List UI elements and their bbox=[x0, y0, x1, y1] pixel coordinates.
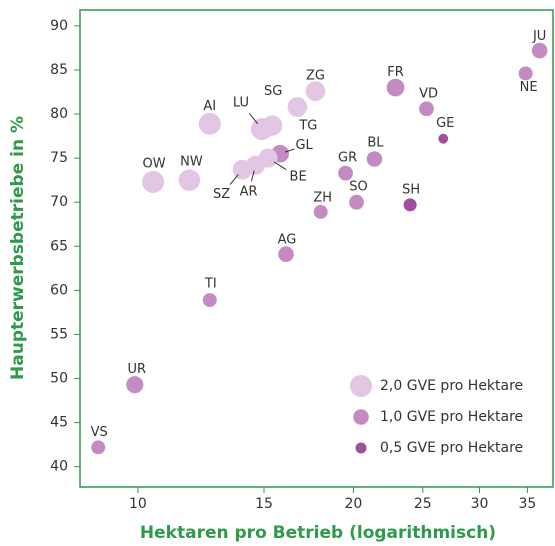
point-label: GE bbox=[436, 116, 454, 131]
bubble bbox=[313, 204, 328, 219]
x-axis-title: Hektaren pro Betrieb (logarithmisch) bbox=[140, 523, 496, 543]
bubble bbox=[386, 78, 405, 97]
point-label: AR bbox=[240, 185, 258, 200]
bubble bbox=[198, 112, 221, 135]
point-label: SG bbox=[264, 84, 282, 99]
bubble bbox=[287, 97, 308, 117]
point-label: SO bbox=[349, 180, 367, 195]
leader-line bbox=[229, 174, 239, 185]
point-label: SZ bbox=[213, 187, 230, 202]
leader-line bbox=[248, 113, 259, 125]
y-tick-label: 65 bbox=[50, 238, 68, 254]
point-label: SH bbox=[402, 182, 420, 197]
point-label: LU bbox=[233, 96, 249, 111]
point-label: VS bbox=[91, 425, 108, 440]
legend-label: 2,0 GVE pro Hektare bbox=[380, 378, 523, 394]
point-label: ZH bbox=[313, 190, 332, 205]
point-label: NW bbox=[180, 155, 203, 170]
point-label: AI bbox=[203, 99, 216, 114]
x-tick-label: 15 bbox=[255, 496, 273, 512]
legend-label: 1,0 GVE pro Hektare bbox=[380, 409, 523, 425]
y-tick-label: 50 bbox=[50, 371, 68, 387]
point-label: BL bbox=[367, 136, 384, 151]
point-label: AG bbox=[278, 233, 297, 248]
point-label: ZG bbox=[306, 69, 325, 84]
point-label: OW bbox=[143, 156, 166, 171]
point-label: GL bbox=[295, 138, 313, 153]
bubble bbox=[250, 117, 273, 141]
point-label: GR bbox=[338, 151, 357, 166]
y-tick-label: 70 bbox=[50, 194, 68, 210]
y-tick-label: 60 bbox=[50, 282, 68, 298]
bubble bbox=[91, 440, 106, 455]
point-label: UR bbox=[128, 362, 147, 377]
bubble bbox=[403, 198, 417, 212]
bubble bbox=[278, 246, 294, 263]
leader-line bbox=[250, 170, 255, 182]
bubble bbox=[531, 42, 548, 59]
bubble bbox=[438, 133, 449, 144]
plot-frame bbox=[79, 9, 554, 488]
y-tick-label: 55 bbox=[50, 326, 68, 342]
bubble bbox=[366, 151, 383, 167]
legend-marker bbox=[353, 409, 369, 425]
y-axis-title: Haupterwerbsbetriebe in % bbox=[8, 116, 28, 380]
bubble bbox=[349, 194, 364, 210]
leader-line bbox=[273, 161, 287, 170]
legend-marker bbox=[349, 374, 373, 398]
point-label: BE bbox=[290, 170, 307, 185]
leader-line bbox=[284, 148, 295, 153]
y-tick-label: 40 bbox=[50, 459, 68, 475]
point-label: VD bbox=[419, 86, 438, 101]
point-label: FR bbox=[387, 65, 404, 80]
bubble bbox=[338, 165, 353, 181]
point-label: NE bbox=[520, 80, 538, 95]
bubble bbox=[305, 81, 326, 101]
legend-marker bbox=[355, 442, 367, 454]
x-tick-label: 30 bbox=[471, 496, 489, 512]
x-tick-label: 10 bbox=[129, 496, 147, 512]
x-tick-label: 20 bbox=[345, 496, 363, 512]
bubble bbox=[232, 159, 253, 180]
point-label: TI bbox=[204, 277, 217, 292]
bubble bbox=[178, 169, 201, 191]
y-tick-label: 80 bbox=[50, 106, 68, 122]
bubble bbox=[419, 101, 434, 117]
y-tick-label: 45 bbox=[50, 415, 68, 431]
legend-label: 0,5 GVE pro Hektare bbox=[380, 440, 523, 456]
bubble bbox=[202, 293, 217, 308]
y-tick-label: 85 bbox=[50, 62, 68, 78]
bubble bbox=[518, 66, 533, 81]
bubble bbox=[126, 376, 144, 394]
y-tick-label: 75 bbox=[50, 150, 68, 166]
point-label: JU bbox=[532, 29, 546, 44]
point-label: TG bbox=[298, 118, 317, 133]
x-tick-label: 35 bbox=[519, 496, 537, 512]
bubble bbox=[142, 170, 165, 193]
x-tick-label: 25 bbox=[414, 496, 432, 512]
y-tick-label: 90 bbox=[50, 18, 68, 34]
